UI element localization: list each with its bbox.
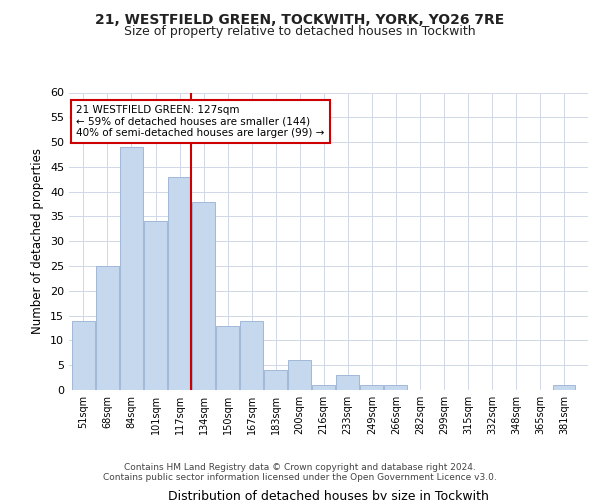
Bar xyxy=(336,375,359,390)
Text: Size of property relative to detached houses in Tockwith: Size of property relative to detached ho… xyxy=(124,25,476,38)
Bar xyxy=(96,266,119,390)
Bar xyxy=(240,320,263,390)
Text: Contains HM Land Registry data © Crown copyright and database right 2024.: Contains HM Land Registry data © Crown c… xyxy=(124,462,476,471)
Bar xyxy=(216,326,239,390)
Bar xyxy=(385,385,407,390)
Bar xyxy=(72,320,95,390)
Text: 21 WESTFIELD GREEN: 127sqm
← 59% of detached houses are smaller (144)
40% of sem: 21 WESTFIELD GREEN: 127sqm ← 59% of deta… xyxy=(76,105,325,138)
Bar xyxy=(192,202,215,390)
Bar xyxy=(288,360,311,390)
Bar xyxy=(361,385,383,390)
Y-axis label: Number of detached properties: Number of detached properties xyxy=(31,148,44,334)
Bar xyxy=(120,147,143,390)
Bar xyxy=(168,177,191,390)
Text: 21, WESTFIELD GREEN, TOCKWITH, YORK, YO26 7RE: 21, WESTFIELD GREEN, TOCKWITH, YORK, YO2… xyxy=(95,12,505,26)
Bar xyxy=(264,370,287,390)
Bar xyxy=(553,385,575,390)
Bar xyxy=(144,222,167,390)
Bar xyxy=(312,385,335,390)
Text: Contains public sector information licensed under the Open Government Licence v3: Contains public sector information licen… xyxy=(103,472,497,482)
X-axis label: Distribution of detached houses by size in Tockwith: Distribution of detached houses by size … xyxy=(168,490,489,500)
